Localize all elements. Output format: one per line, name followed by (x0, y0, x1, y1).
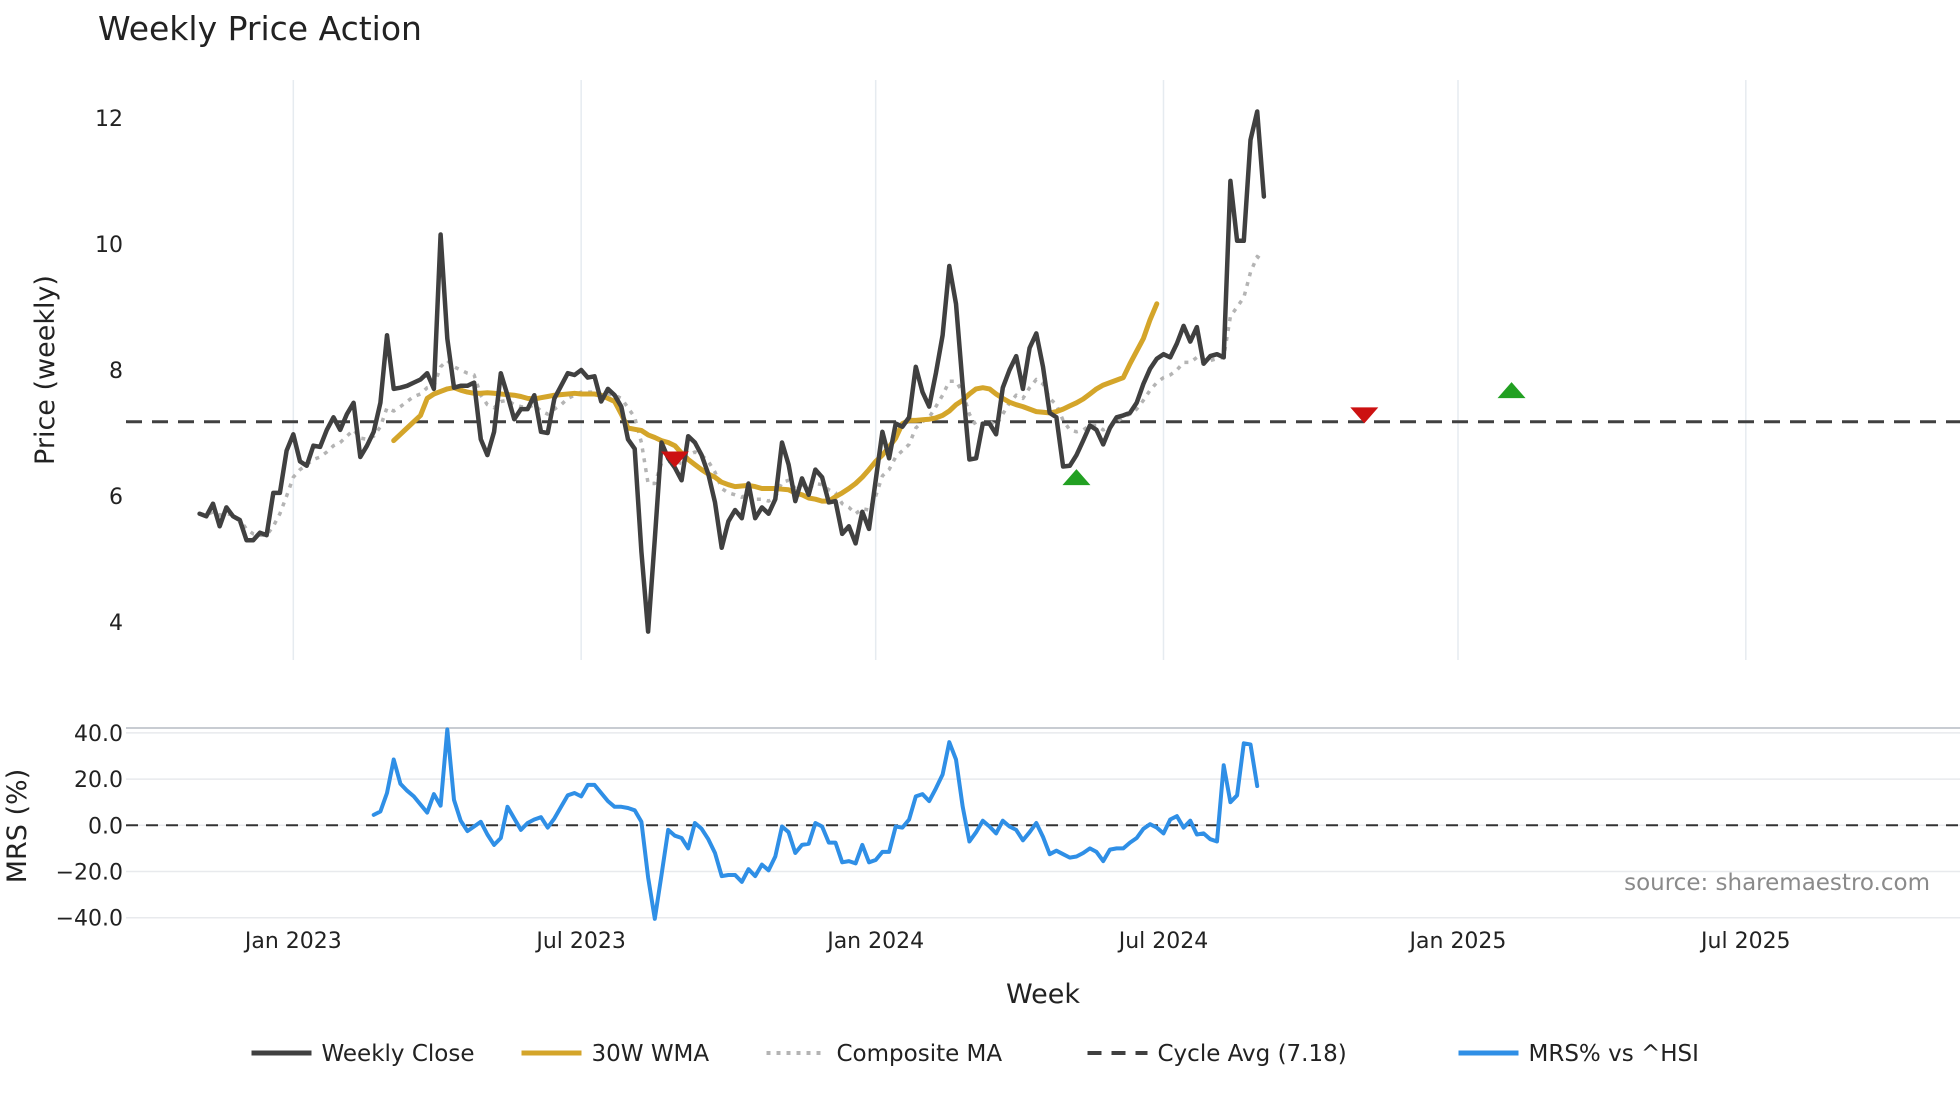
weekly-close-line (197, 109, 1267, 634)
chart-title: Weekly Price Action (98, 9, 422, 48)
axes-text: 4 6 8 10 12 40.0 20.0 0.0 −20.0 −40.0 Jan 2023 Jul … (2, 107, 1791, 1010)
x-axis-title: Week (1006, 979, 1080, 1010)
composite-ma-line (199, 254, 1265, 537)
legend-label: 30W WMA (592, 1041, 710, 1067)
legend-label: MRS% vs ^HSI (1529, 1041, 1699, 1067)
xtick-label: Jan 2024 (825, 929, 924, 954)
legend-label: Cycle Avg (7.18) (1158, 1041, 1347, 1067)
mrs-ylabel: MRS (%) (2, 769, 33, 884)
price-ytick-label: 10 (95, 233, 123, 258)
price-ytick-label: 6 (109, 485, 123, 510)
price-ylabel: Price (weekly) (30, 275, 61, 465)
sell-signal-marker (660, 451, 689, 468)
mrs-ytick-label: 20.0 (74, 768, 123, 793)
mrs-ytick-label: −40.0 (56, 907, 123, 932)
source-label: source: sharemaestro.com (1624, 870, 1930, 896)
xtick-label: Jan 2025 (1408, 929, 1507, 954)
mrs-ytick-label: −20.0 (56, 861, 123, 886)
xtick-label: Jul 2025 (1699, 929, 1791, 954)
price-ytick-label: 12 (95, 107, 123, 132)
top-panel-grid (126, 80, 1960, 660)
bottom-panel-series (371, 727, 1260, 921)
xtick-label: Jul 2023 (534, 929, 626, 954)
legend-label: Composite MA (837, 1041, 1003, 1067)
xtick-label: Jan 2023 (243, 929, 342, 954)
buy-signal-marker (1497, 382, 1526, 399)
mrs-line (371, 727, 1260, 921)
buy-signal-marker (1062, 469, 1091, 486)
mrs-ytick-label: 0.0 (88, 814, 123, 839)
legend-label: Weekly Close (322, 1041, 475, 1067)
bottom-panel-grid (126, 727, 1960, 919)
price-ytick-label: 4 (109, 611, 123, 636)
price-ytick-label: 8 (109, 359, 123, 384)
legend: Weekly Close 30W WMA Composite MA Cycle Avg… (251, 1041, 1699, 1067)
xtick-label: Jul 2024 (1117, 929, 1209, 954)
sell-signal-marker (1350, 407, 1379, 424)
mrs-ytick-label: 40.0 (74, 722, 123, 747)
top-panel-series (197, 109, 1526, 634)
